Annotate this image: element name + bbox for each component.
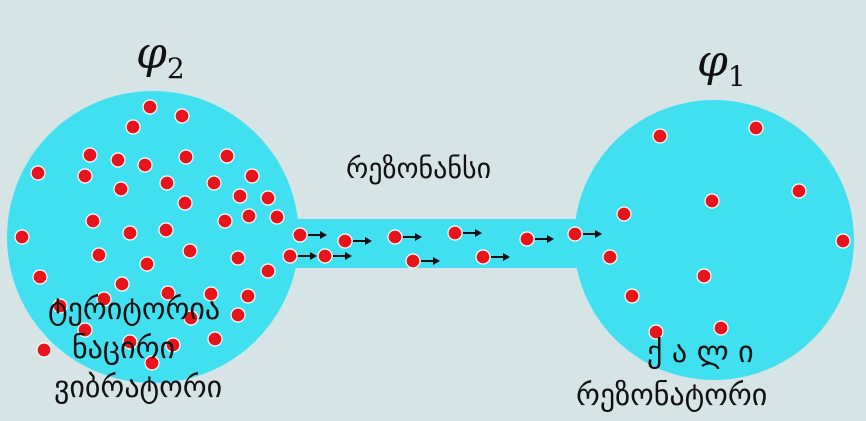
- particle-dot-icon: [77, 168, 93, 184]
- particle-dot-icon: [648, 324, 664, 340]
- particle-dot-icon: [704, 193, 720, 209]
- particle-dot-icon: [791, 183, 807, 199]
- particles-layer: [14, 99, 851, 371]
- particle-dot-icon: [292, 227, 308, 243]
- particle-dot-icon: [616, 206, 632, 222]
- particle-dot-icon: [748, 120, 764, 136]
- particle-dot-icon: [122, 225, 138, 241]
- particle-dot-icon: [182, 243, 198, 259]
- particle-dot-icon: [14, 229, 30, 245]
- particle-dot-icon: [241, 208, 257, 224]
- particle-dot-icon: [36, 342, 52, 358]
- right-label-line1: ქ ა ლ ი: [647, 335, 754, 370]
- flow-arrow-icon: [333, 252, 352, 260]
- channel-label: რეზონანსი: [346, 152, 491, 185]
- particle-dot-icon: [713, 320, 729, 336]
- flow-arrow-icon: [535, 235, 554, 243]
- particle-dot-icon: [114, 276, 130, 292]
- flow-arrow-icon: [298, 252, 317, 260]
- particle-dot-icon: [110, 152, 126, 168]
- particle-dot-icon: [178, 149, 194, 165]
- right-potential-subscript: 1: [728, 60, 746, 93]
- particle-dot-icon: [652, 128, 668, 144]
- right-potential-label: φ1: [697, 36, 746, 93]
- particle-dot-icon: [217, 213, 233, 229]
- flow-arrow-icon: [491, 253, 510, 261]
- particle-dot-icon: [32, 269, 48, 285]
- particle-dot-icon: [567, 226, 583, 242]
- left-label-line2: ნაცირი: [72, 331, 175, 366]
- particle-dot-icon: [174, 108, 190, 124]
- particle-dot-icon: [125, 119, 141, 135]
- flow-arrow-icon: [421, 257, 440, 265]
- left-potential-symbol: φ: [136, 28, 167, 79]
- particle-dot-icon: [203, 286, 219, 302]
- particle-dot-icon: [260, 263, 276, 279]
- particle-dot-icon: [232, 188, 248, 204]
- particle-dot-icon: [30, 165, 46, 181]
- particle-dot-icon: [602, 249, 618, 265]
- particle-dot-icon: [122, 334, 138, 350]
- particle-dot-icon: [519, 231, 535, 247]
- particle-dot-icon: [160, 285, 176, 301]
- flow-arrows-layer: [298, 229, 602, 265]
- particle-dot-icon: [260, 190, 276, 206]
- particle-dot-icon: [183, 310, 199, 326]
- particle-dot-icon: [52, 298, 68, 314]
- reservoir-shapes: [7, 91, 854, 383]
- particle-dot-icon: [82, 147, 98, 163]
- particle-dot-icon: [835, 233, 851, 249]
- particle-dot-icon: [475, 249, 491, 265]
- particle-dot-icon: [447, 225, 463, 241]
- flow-arrow-icon: [308, 231, 327, 239]
- particle-dot-icon: [85, 213, 101, 229]
- flow-arrow-icon: [463, 229, 482, 237]
- particle-dot-icon: [230, 307, 246, 323]
- left-label-line3: ვიბრატორი: [54, 370, 222, 405]
- particle-dot-icon: [282, 248, 298, 264]
- left-reservoir-circle: [7, 91, 299, 383]
- particle-dot-icon: [137, 157, 153, 173]
- particle-dot-icon: [244, 168, 260, 184]
- left-potential-subscript: 2: [167, 52, 185, 85]
- particle-dot-icon: [387, 229, 403, 245]
- particle-dot-icon: [144, 355, 160, 371]
- particle-dot-icon: [230, 250, 246, 266]
- flow-arrow-icon: [403, 233, 422, 241]
- particle-dot-icon: [158, 222, 174, 238]
- left-label-line1: ტერიტორია: [48, 292, 220, 327]
- flow-arrow-icon: [353, 237, 372, 245]
- particle-dot-icon: [96, 291, 112, 307]
- particle-dot-icon: [165, 337, 181, 353]
- left-potential-label: φ2: [136, 28, 185, 85]
- right-reservoir-circle: [574, 100, 854, 380]
- particle-dot-icon: [240, 288, 256, 304]
- particle-dot-icon: [206, 175, 222, 191]
- right-label-line2: რეზონატორი: [576, 378, 767, 413]
- particle-dot-icon: [77, 322, 93, 338]
- particle-dot-icon: [139, 256, 155, 272]
- particle-dot-icon: [207, 331, 223, 347]
- particle-dot-icon: [177, 195, 193, 211]
- particle-dot-icon: [219, 148, 235, 164]
- right-potential-symbol: φ: [697, 36, 728, 87]
- particle-dot-icon: [337, 233, 353, 249]
- particle-dot-icon: [269, 209, 285, 225]
- particle-dot-icon: [159, 175, 175, 191]
- particle-dot-icon: [696, 268, 712, 284]
- flow-arrow-icon: [583, 230, 602, 238]
- particle-dot-icon: [91, 247, 107, 263]
- particle-dot-icon: [624, 288, 640, 304]
- particle-dot-icon: [405, 253, 421, 269]
- particle-dot-icon: [113, 181, 129, 197]
- particle-dot-icon: [142, 99, 158, 115]
- particle-dot-icon: [317, 248, 333, 264]
